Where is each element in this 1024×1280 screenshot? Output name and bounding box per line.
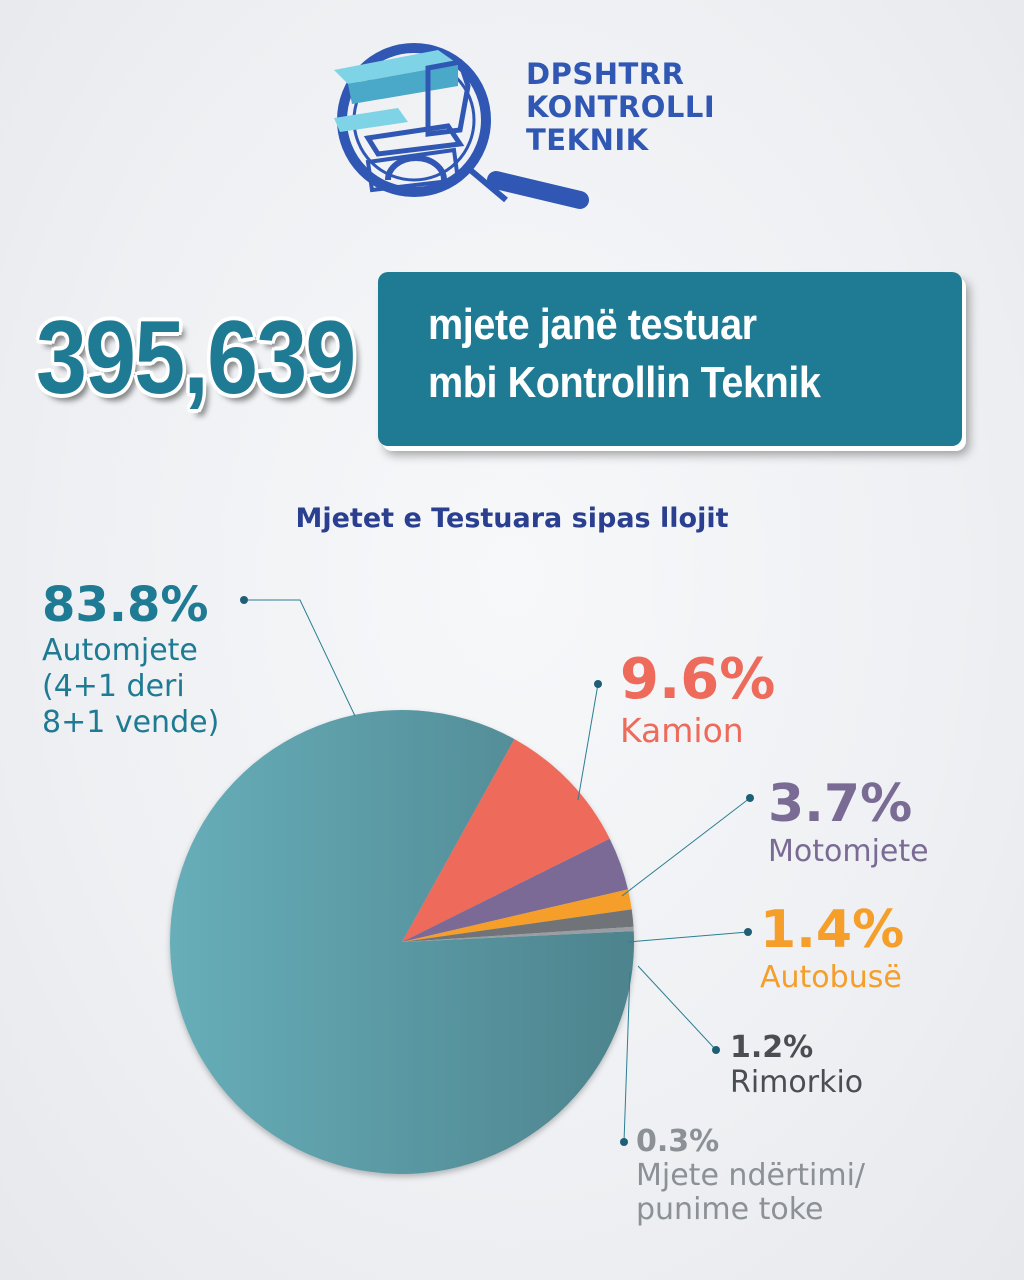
- pie-slice-autobuse: [402, 889, 632, 942]
- leader-line-motomjete: [621, 797, 751, 897]
- logo-line-3: TEKNIK: [526, 123, 649, 157]
- logo-wordmark: DPSHTRR KONTROLLI TEKNIK: [526, 58, 715, 157]
- data-label-pct-ndertimi: 0.3%: [636, 1124, 720, 1159]
- data-label-name-automjete-2: 8+1 vende): [42, 705, 220, 740]
- logo-emblem: [334, 43, 589, 209]
- data-label-name-automjete-1: (4+1 deri: [42, 669, 185, 704]
- data-label-name-rimorkio-0: Rimorkio: [730, 1065, 864, 1100]
- leader-dot-automjete: [240, 596, 248, 604]
- headline-box: [378, 272, 962, 446]
- label-kamion: 9.6% Kamion: [620, 648, 775, 750]
- pie-slice-kamion: [402, 739, 610, 942]
- leader-line-autobuse: [627, 931, 749, 943]
- label-motomjete: 3.7% Motomjete: [768, 774, 929, 870]
- pie-slice-motomjete: [402, 838, 628, 942]
- headline-line-1: mjete janë testuar: [428, 300, 757, 349]
- label-automjete: 83.8% Automjete (4+1 deri 8+1 vende): [42, 578, 219, 741]
- leader-dot-autobuse: [744, 928, 752, 936]
- leader-dot-motomjete: [746, 794, 754, 802]
- leader-dot-kamion: [594, 680, 602, 688]
- label-ndertimi: 0.3% Mjete ndërtimi/punime toke: [636, 1124, 865, 1227]
- data-label-name-kamion-0: Kamion: [620, 711, 744, 750]
- headline-line-2: mbi Kontrollin Teknik: [428, 358, 821, 407]
- data-label-name-ndertimi-0: Mjete ndërtimi/: [636, 1158, 866, 1193]
- data-label-pct-motomjete: 3.7%: [768, 774, 913, 834]
- headline-text: mjete janë testuar mbi Kontrollin Teknik: [428, 296, 905, 412]
- pie-slice-ndertimi: [402, 926, 634, 942]
- magnifier-road-icon: [334, 43, 589, 209]
- data-label-name-ndertimi-1: punime toke: [636, 1192, 824, 1227]
- data-label-name-motomjete-0: Motomjete: [768, 834, 929, 869]
- leader-line-ndertimi: [623, 971, 631, 1143]
- label-rimorkio: 1.2% Rimorkio: [730, 1030, 863, 1101]
- label-autobuse: 1.4% Autobusë: [760, 900, 904, 996]
- leader-line-automjete: [244, 599, 356, 717]
- data-label-pct-kamion: 9.6%: [620, 647, 776, 712]
- leader-dot-rimorkio: [712, 1046, 720, 1054]
- logo-line-2: KONTROLLI: [526, 90, 716, 124]
- logo-line-1: DPSHTRR: [526, 57, 685, 91]
- data-label-pct-autobuse: 1.4%: [760, 900, 905, 960]
- data-label-pct-automjete: 83.8%: [42, 577, 209, 633]
- leader-line-kamion: [577, 683, 599, 801]
- data-label-name-automjete-0: Automjete: [42, 633, 198, 668]
- chart-title: Mjetet e Testuara sipas llojit: [295, 503, 729, 534]
- data-label-name-autobuse-0: Autobusë: [760, 960, 902, 995]
- leader-dot-ndertimi: [620, 1138, 628, 1146]
- leader-line-rimorkio: [637, 965, 717, 1051]
- pie-slice-rimorkio: [402, 909, 634, 942]
- total-vehicles-number: 395,639: [36, 300, 356, 416]
- data-label-pct-rimorkio: 1.2%: [730, 1030, 814, 1065]
